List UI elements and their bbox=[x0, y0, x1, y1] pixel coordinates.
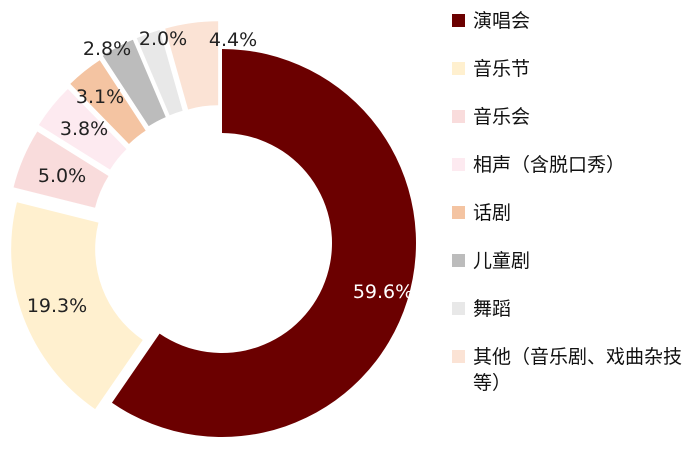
donut-slice-7 bbox=[165, 21, 219, 110]
donut-slice-2 bbox=[13, 131, 109, 208]
legend-item-6: 舞蹈 bbox=[452, 296, 697, 322]
legend-swatch bbox=[452, 206, 465, 219]
legend-label: 其他（音乐剧、戏曲杂技等） bbox=[473, 346, 683, 394]
data-label-3: 3.8% bbox=[60, 118, 108, 140]
data-label-2: 5.0% bbox=[38, 165, 86, 187]
chart-legend: 演唱会音乐节音乐会相声（含脱口秀） 话剧儿童剧舞蹈其他（音乐剧、戏曲杂技等） bbox=[452, 8, 697, 418]
donut-slice-5 bbox=[102, 39, 166, 127]
legend-swatch bbox=[452, 254, 465, 267]
legend-label: 音乐节 bbox=[473, 58, 531, 80]
legend-item-0: 演唱会 bbox=[452, 8, 697, 34]
donut-chart: 59.6% 19.3% 5.0% 3.8% 3.1% 2.8% 2.0% 4.4% bbox=[11, 21, 416, 437]
data-label-6: 2.0% bbox=[139, 28, 187, 50]
legend-item-4: 话剧 bbox=[452, 200, 697, 226]
data-label-0: 59.6% bbox=[353, 281, 413, 303]
legend-item-7: 其他（音乐剧、戏曲杂技等） bbox=[452, 344, 697, 396]
data-label-1: 19.3% bbox=[27, 295, 87, 317]
legend-swatch bbox=[452, 14, 465, 27]
legend-swatch bbox=[452, 302, 465, 315]
donut-slice-4 bbox=[70, 60, 146, 144]
legend-swatch bbox=[452, 110, 465, 123]
legend-item-5: 儿童剧 bbox=[452, 248, 697, 274]
legend-label: 演唱会 bbox=[473, 10, 531, 32]
legend-swatch bbox=[452, 62, 465, 75]
donut-slice-1 bbox=[11, 202, 143, 410]
legend-label: 舞蹈 bbox=[473, 298, 512, 320]
legend-swatch bbox=[452, 158, 465, 171]
legend-item-2: 音乐会 bbox=[452, 104, 697, 130]
donut-slice-0 bbox=[111, 49, 416, 437]
data-label-4: 3.1% bbox=[76, 86, 124, 108]
legend-item-3: 相声（含脱口秀） bbox=[452, 152, 697, 178]
donut-slice-3 bbox=[38, 89, 127, 170]
donut-slice-6 bbox=[136, 29, 183, 116]
data-label-7: 4.4% bbox=[209, 29, 257, 51]
legend-label: 儿童剧 bbox=[473, 250, 531, 272]
legend-item-1: 音乐节 bbox=[452, 56, 697, 82]
legend-label: 相声（含脱口秀） bbox=[473, 154, 626, 176]
legend-label: 话剧 bbox=[473, 202, 512, 224]
legend-swatch bbox=[452, 350, 465, 363]
data-label-5: 2.8% bbox=[83, 38, 131, 60]
legend-label: 音乐会 bbox=[473, 106, 531, 128]
